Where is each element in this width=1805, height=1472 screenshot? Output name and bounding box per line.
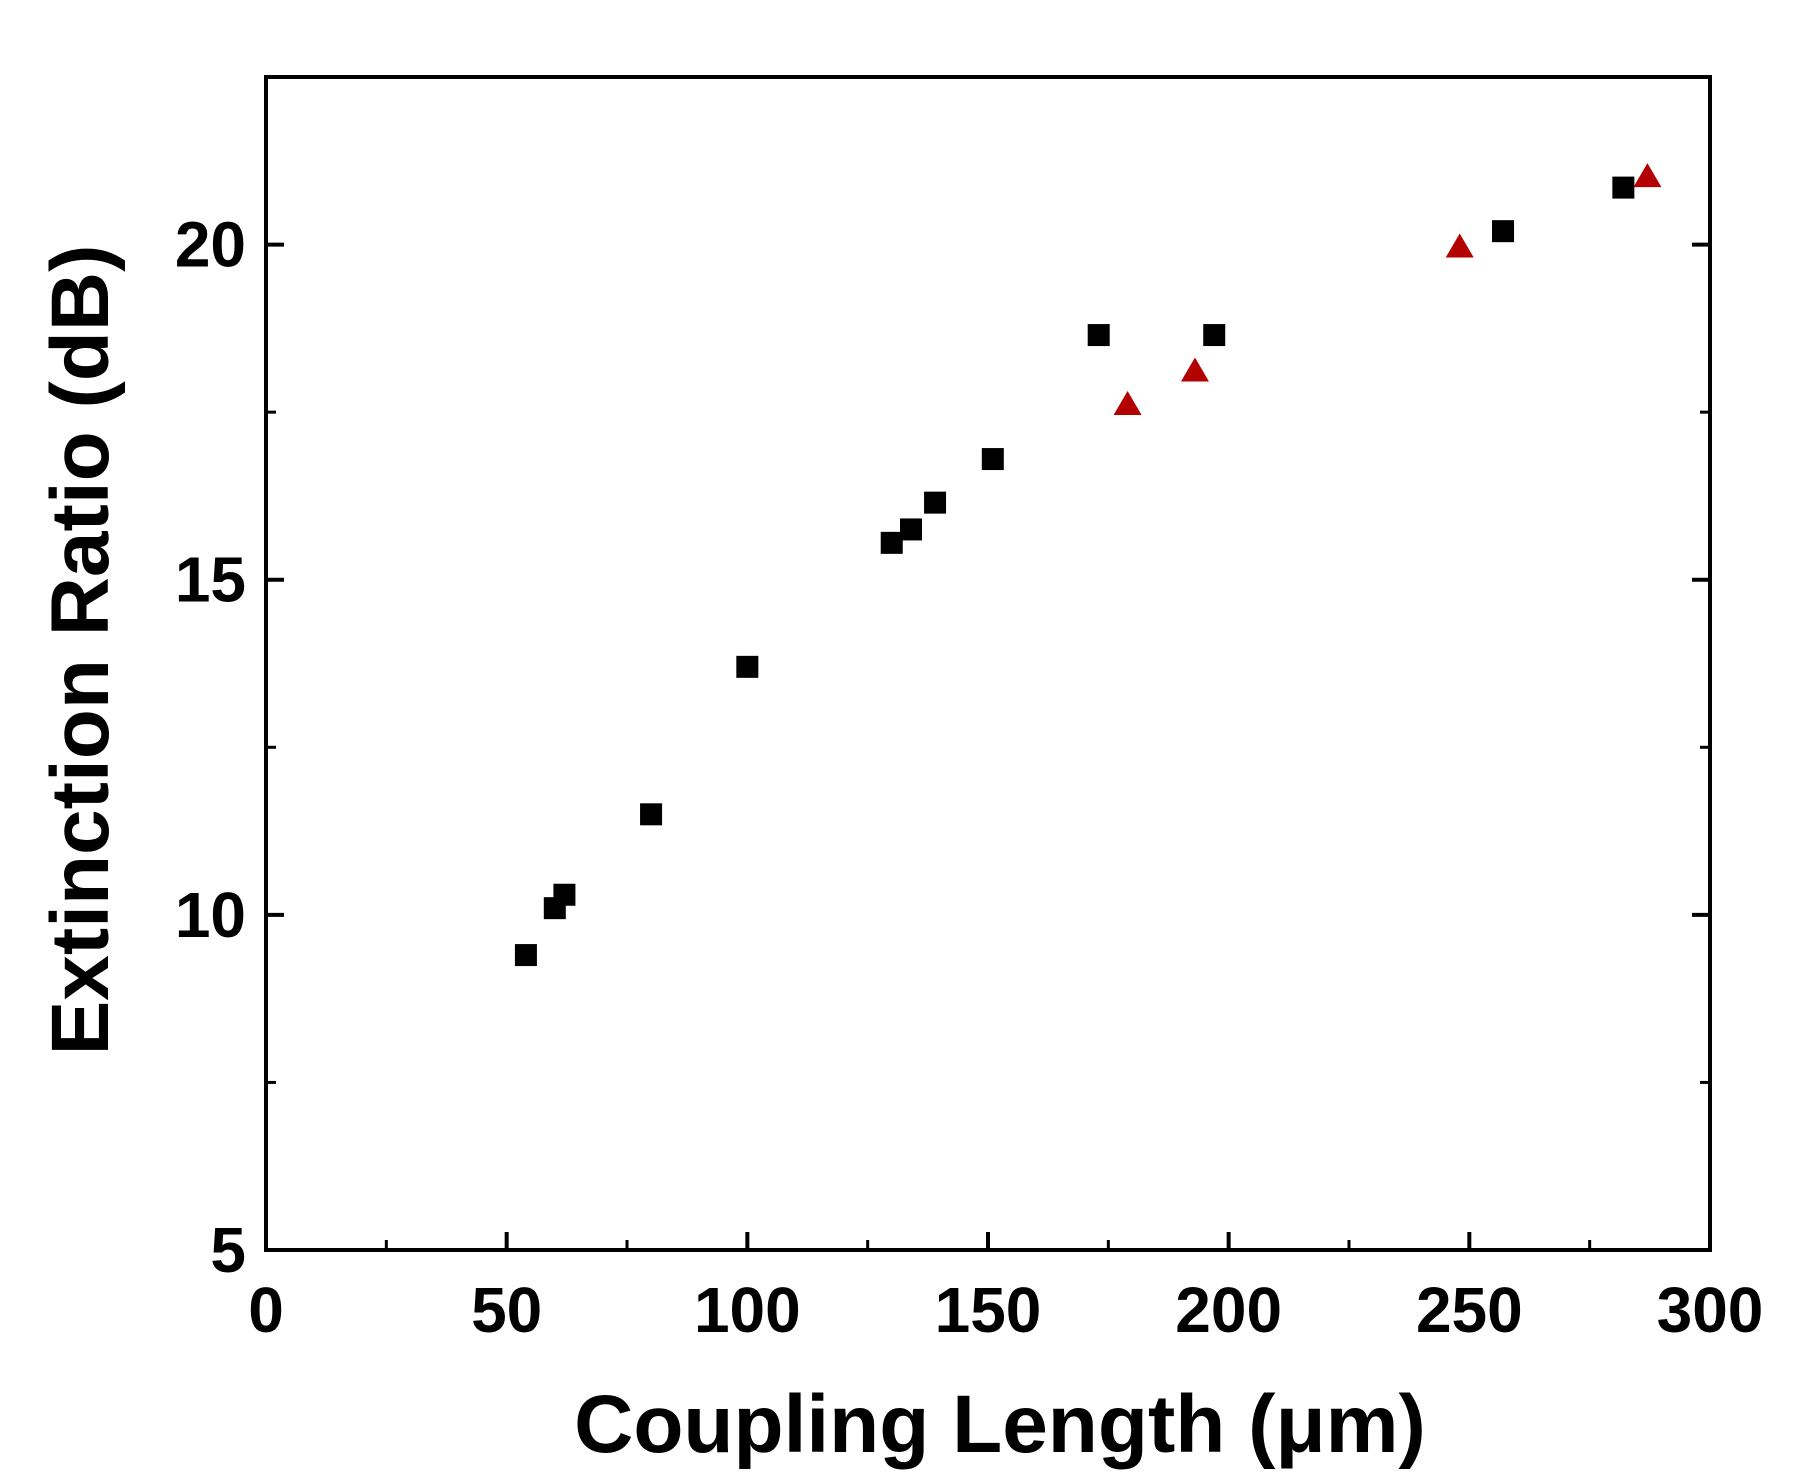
x-axis-title: Coupling Length (μm) xyxy=(574,1379,1426,1470)
y-axis-title: Extinction Ratio (dB) xyxy=(35,245,126,1056)
y-axis-ticks xyxy=(266,242,1710,1252)
x-tick-label: 50 xyxy=(471,1274,542,1346)
x-tick-label: 250 xyxy=(1416,1274,1523,1346)
y-tick-label: 20 xyxy=(175,209,246,281)
y-tick-label: 5 xyxy=(210,1214,246,1286)
square-point xyxy=(1612,176,1635,199)
x-tick-label: 0 xyxy=(248,1274,284,1346)
x-tick-label: 200 xyxy=(1175,1274,1282,1346)
y-tick-label: 15 xyxy=(175,544,246,616)
square-point xyxy=(1087,324,1110,347)
square-point xyxy=(640,803,663,826)
x-tick-label: 100 xyxy=(694,1274,801,1346)
square-point xyxy=(899,518,922,541)
triangle-point xyxy=(1445,233,1474,258)
plot-frame xyxy=(264,75,1712,1252)
x-tick-label: 150 xyxy=(935,1274,1042,1346)
data-points xyxy=(514,163,1662,967)
triangle-point xyxy=(1180,357,1209,382)
square-point xyxy=(981,448,1004,471)
triangle-point xyxy=(1113,391,1142,416)
x-tick-label: 300 xyxy=(1657,1274,1764,1346)
square-point xyxy=(514,944,537,967)
square-point xyxy=(1492,220,1515,243)
square-point xyxy=(1203,324,1226,347)
y-tick-label: 10 xyxy=(175,879,246,951)
square-point xyxy=(553,883,576,906)
triangle-point xyxy=(1633,163,1662,188)
y-axis-tick-labels: 5 10 15 20 xyxy=(175,209,246,1286)
plot-border xyxy=(264,75,1712,1252)
x-axis-ticks xyxy=(264,1232,1712,1250)
square-point xyxy=(736,655,759,678)
square-point xyxy=(924,491,947,514)
x-axis-tick-labels: 0 50 100 150 200 250 300 xyxy=(248,1274,1763,1346)
square-point xyxy=(880,531,903,554)
